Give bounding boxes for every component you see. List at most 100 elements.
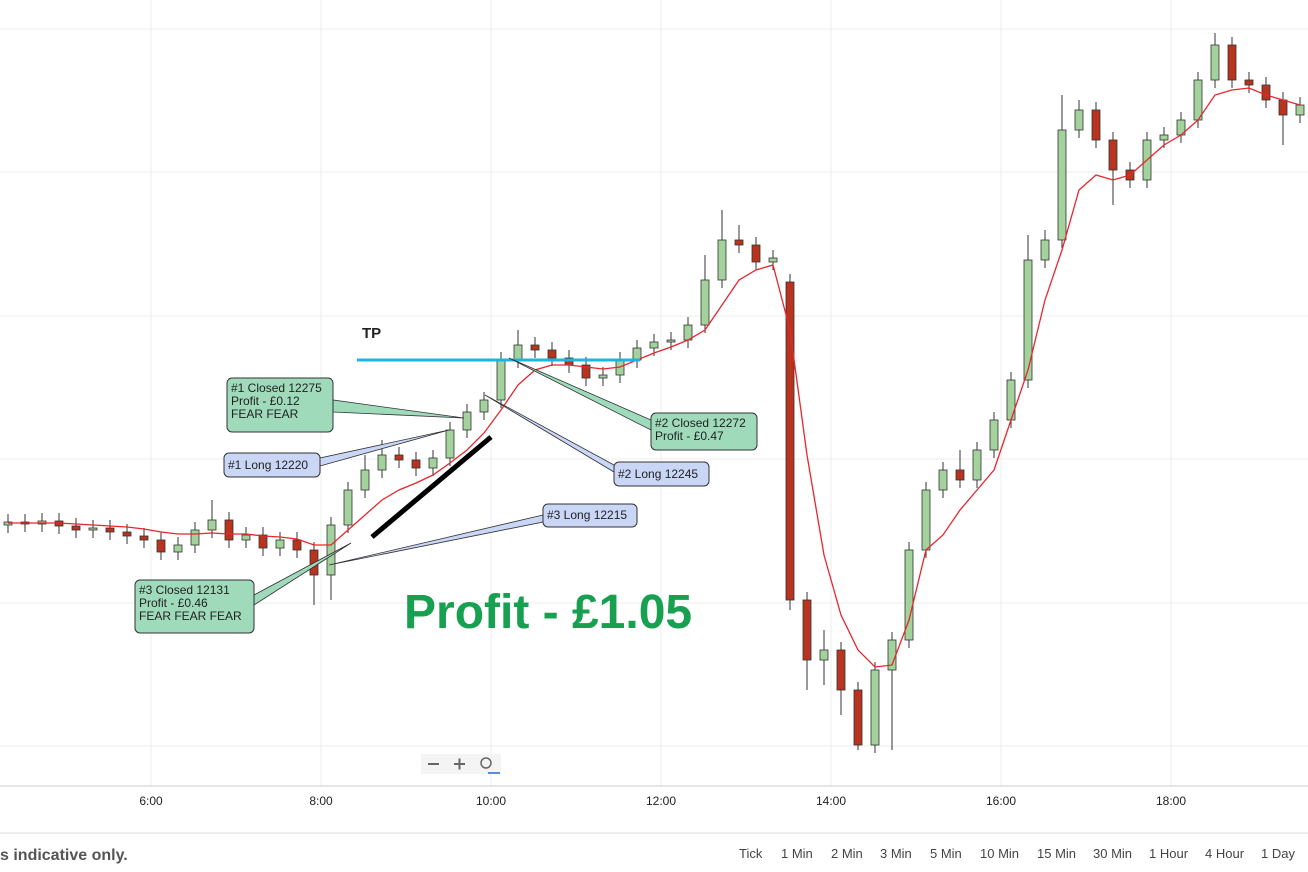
candle-body (258, 534, 268, 549)
candle-body (122, 531, 132, 537)
candle-body (1108, 139, 1118, 171)
disclaimer: s indicative only. (0, 847, 128, 864)
candle-body (1193, 79, 1203, 121)
candle-body (1074, 109, 1084, 131)
callout (542, 503, 638, 528)
timeframe-button[interactable]: 1 Hour (1149, 846, 1189, 861)
callout (650, 412, 758, 451)
candle-body (870, 669, 880, 746)
candle-body (1006, 379, 1016, 421)
candle-body (173, 544, 183, 553)
candle-body (1091, 109, 1101, 141)
timeframe-button[interactable]: 1 Day (1261, 846, 1295, 861)
candle-body (139, 535, 149, 541)
candle-body (71, 525, 81, 531)
candle-body (190, 529, 200, 546)
candle-body (1159, 134, 1169, 141)
pointer (328, 514, 544, 566)
candle-body (989, 419, 999, 451)
timeframe-button[interactable]: 3 Min (880, 846, 912, 861)
candle-body (547, 349, 557, 359)
footer-bar (0, 833, 1308, 872)
zoom-controls (421, 754, 501, 774)
candle-body (462, 411, 472, 431)
pointer (253, 542, 352, 606)
candle-body (972, 449, 982, 481)
candle-body (377, 454, 387, 471)
candle-body (1261, 84, 1271, 101)
timeframe-button[interactable]: 2 Min (831, 846, 863, 861)
timeframe-button[interactable]: 10 Min (980, 846, 1019, 861)
grid (0, 0, 1308, 786)
candle-body (428, 457, 438, 469)
candle-body (275, 539, 285, 549)
callout-text: #2 Long 12245 (618, 467, 698, 481)
candle-body (1040, 239, 1050, 261)
candle-body (1227, 44, 1237, 81)
candle-body (751, 244, 761, 263)
timeframe-button[interactable]: 5 Min (930, 846, 962, 861)
pointer (332, 399, 465, 419)
candle-body (445, 429, 455, 459)
candle-body (768, 257, 778, 263)
candle-body (105, 527, 115, 533)
candle-body (224, 519, 234, 541)
zoom-reset[interactable] (480, 757, 492, 769)
callout (226, 377, 334, 433)
candle-body (292, 539, 302, 551)
callout (613, 461, 710, 487)
tp-label: TP (362, 325, 381, 342)
candle-body (1295, 104, 1305, 116)
x-tick-label: 16:00 (986, 794, 1016, 808)
candle-body (1210, 44, 1220, 81)
callout-text: FEAR FEAR (231, 407, 299, 421)
timeframe-button[interactable]: Tick (739, 846, 763, 861)
candle-body (207, 519, 217, 531)
total-profit: Profit - £1.05 (404, 586, 692, 639)
x-tick-label: 10:00 (476, 794, 506, 808)
candle-body (513, 344, 523, 361)
callout-text: FEAR FEAR FEAR (139, 609, 242, 623)
callout-text: #1 Closed 12275 (231, 381, 322, 395)
candle-body (1057, 129, 1067, 241)
x-tick-label: 14:00 (816, 794, 846, 808)
callout-text: Profit - £0.12 (231, 394, 300, 408)
candle-body (581, 364, 591, 379)
candle-body (700, 279, 710, 326)
candle-body (530, 344, 540, 351)
candle-body (1244, 79, 1254, 86)
candle-body (343, 489, 353, 526)
callout-text: #3 Long 12215 (547, 508, 627, 522)
timeframe-button[interactable]: 4 Hour (1205, 846, 1245, 861)
x-tick-label: 12:00 (646, 794, 676, 808)
candle-body (156, 539, 166, 553)
callout (134, 579, 255, 634)
callout-text: Profit - £0.47 (655, 429, 724, 443)
candle-body (360, 469, 370, 491)
x-tick-label: 18:00 (1156, 794, 1186, 808)
candle-body (734, 239, 744, 246)
candle-body (88, 527, 98, 531)
candle-body (717, 239, 727, 281)
candle-body (479, 399, 489, 413)
callout-text: Profit - £0.46 (139, 596, 208, 610)
callout-text: #2 Closed 12272 (655, 416, 746, 430)
callout (223, 452, 321, 478)
candle-body (666, 339, 676, 343)
x-tick-label: 8:00 (309, 794, 333, 808)
timeframe-button[interactable]: 1 Min (781, 846, 813, 861)
timeframe-button[interactable]: 30 Min (1093, 846, 1132, 861)
pointer (484, 394, 615, 473)
candle-body (802, 599, 812, 661)
candle-body (394, 454, 404, 461)
trend-line (370, 435, 493, 539)
candle-body (496, 359, 506, 401)
timeframe-button[interactable]: 15 Min (1037, 846, 1076, 861)
candle-body (1023, 259, 1033, 381)
callout-text: #3 Closed 12131 (139, 583, 230, 597)
candle-body (1278, 99, 1288, 116)
candle-body (598, 374, 608, 379)
candle-body (921, 489, 931, 551)
